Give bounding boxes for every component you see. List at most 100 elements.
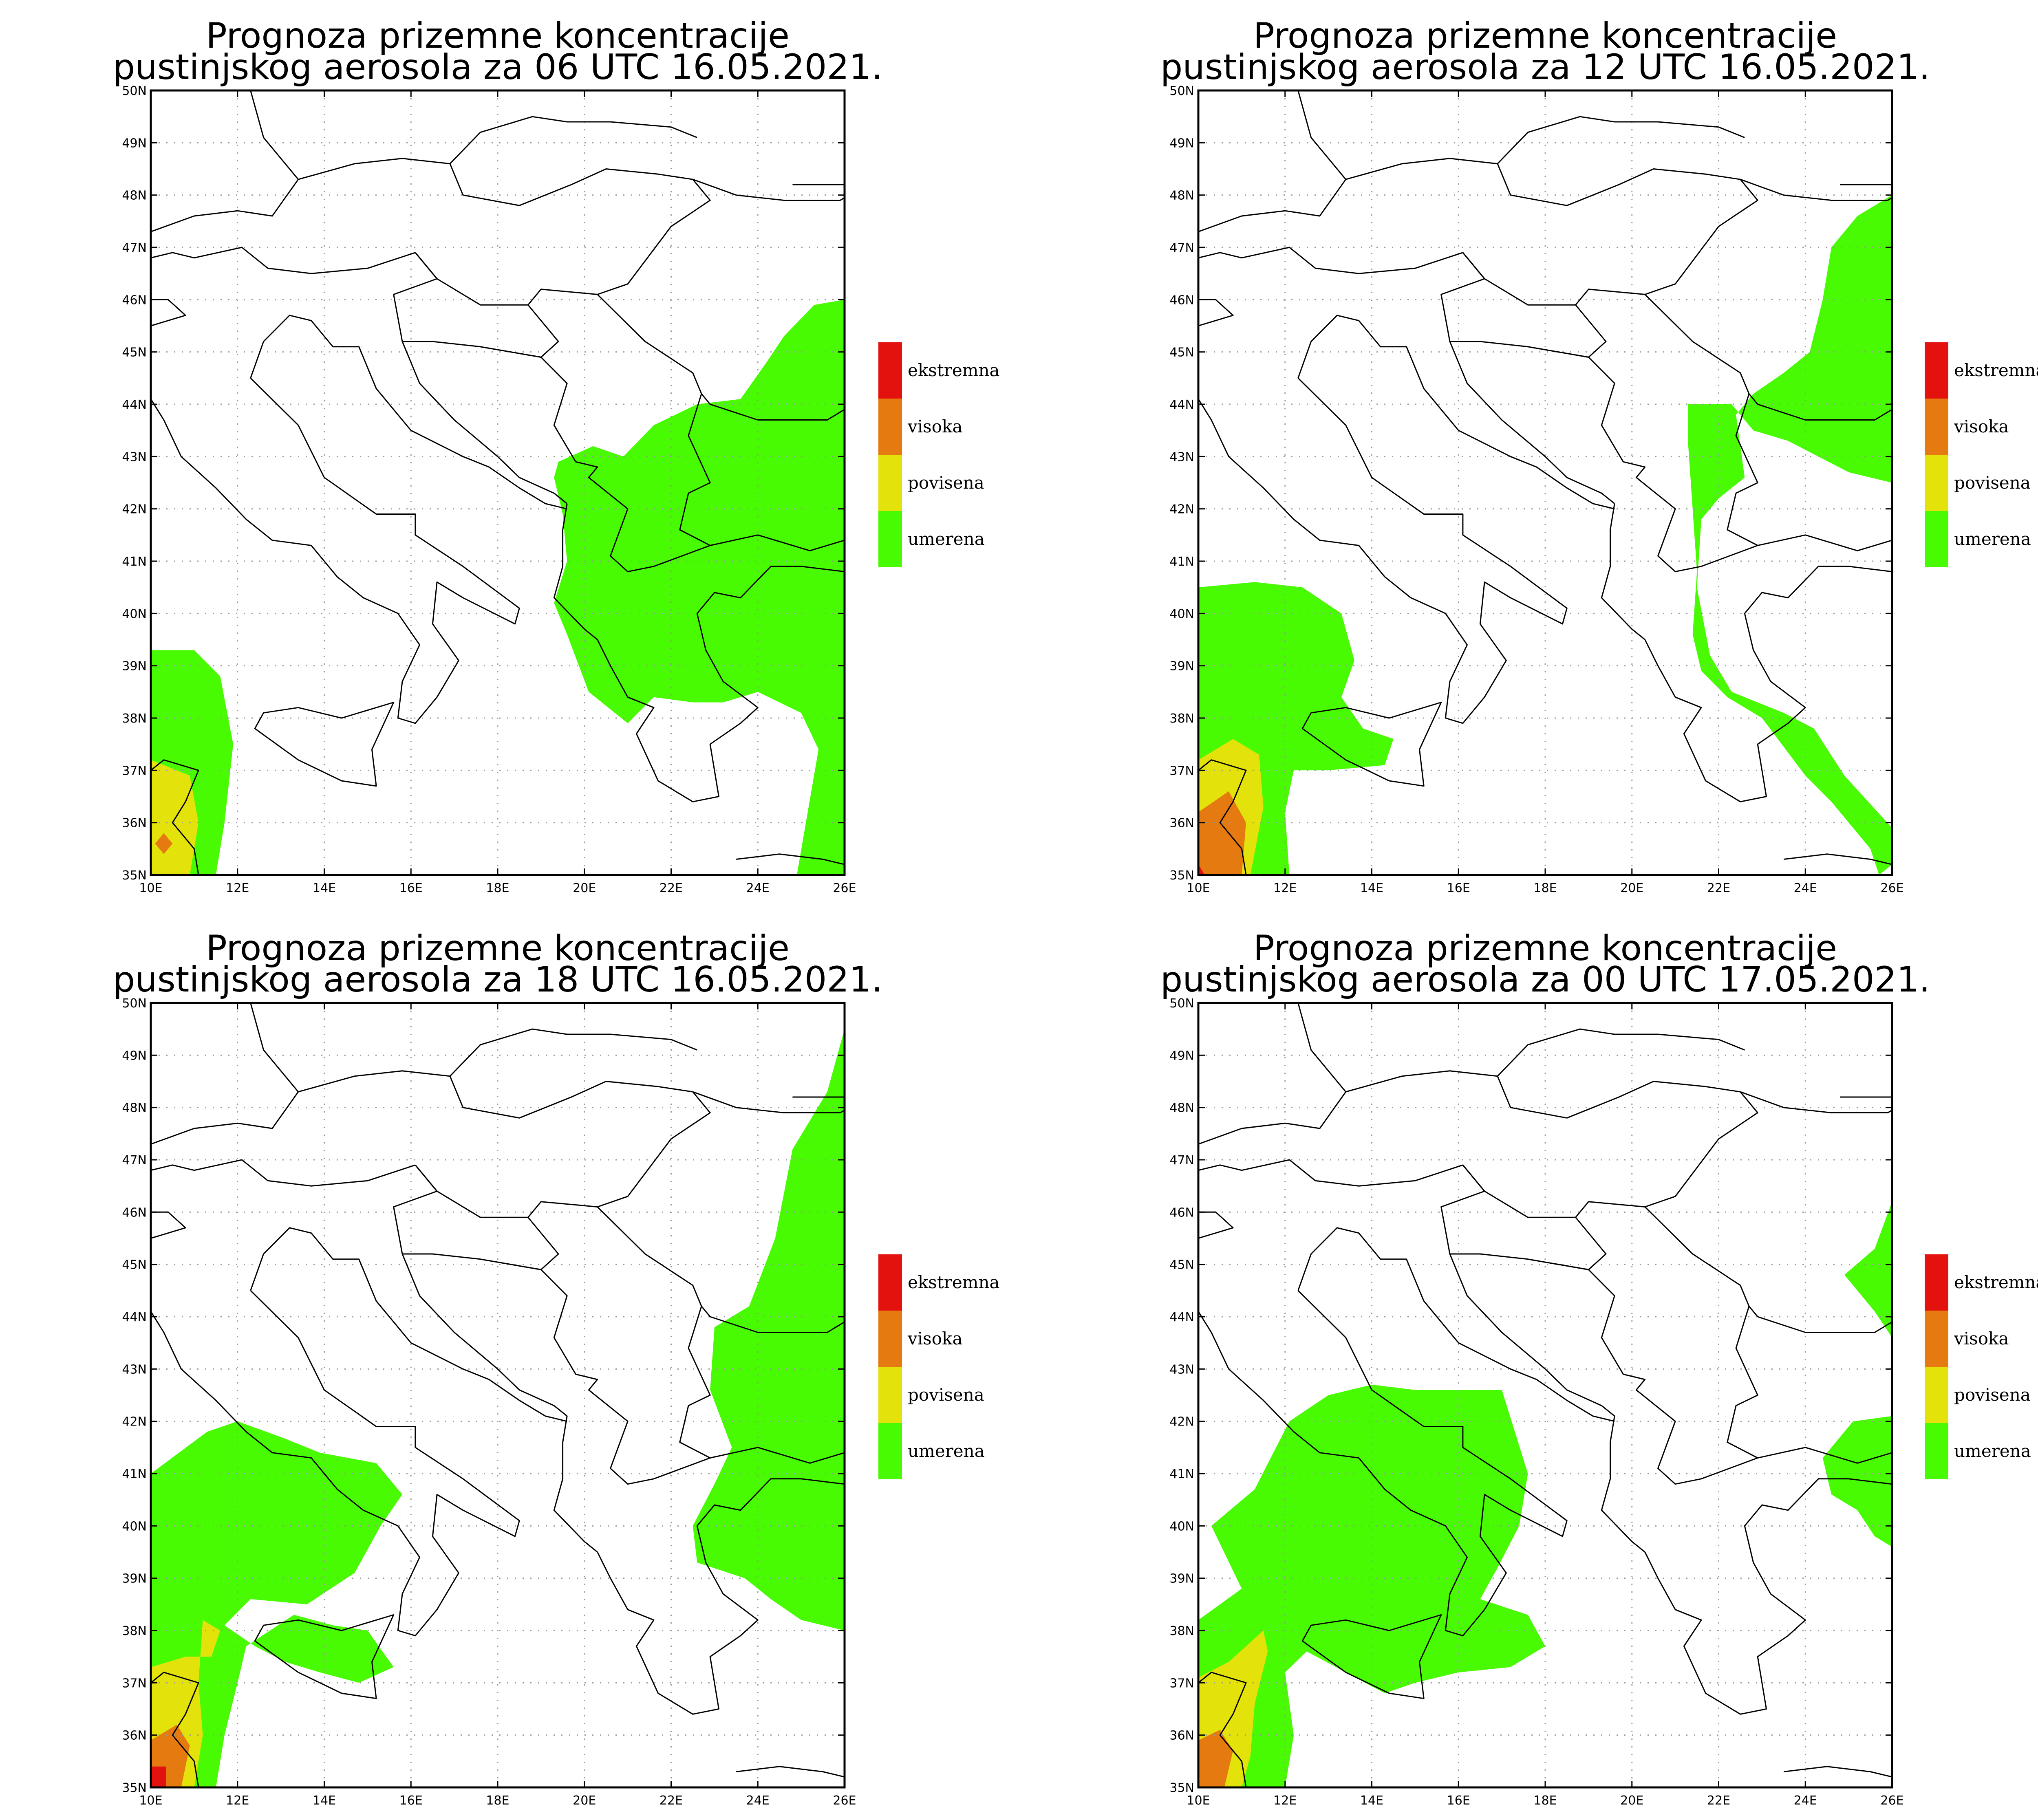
lon-tick-label: 14E xyxy=(1360,1794,1383,1808)
lat-tick-label: 50N xyxy=(1169,996,1194,1011)
lat-tick-label: 38N xyxy=(1169,1624,1194,1638)
lat-tick-label: 36N xyxy=(122,816,147,831)
lat-tick-label: 43N xyxy=(122,450,147,464)
coastline-border xyxy=(1297,315,1615,510)
lon-tick-label: 20E xyxy=(573,881,596,895)
coastline-border xyxy=(597,1478,845,1715)
lon-tick-label: 10E xyxy=(1187,1794,1210,1808)
coastline-border xyxy=(1198,299,1234,326)
coastline-border xyxy=(1644,1478,1892,1715)
lat-tick-label: 49N xyxy=(1169,136,1194,150)
legend-swatch-umerena xyxy=(878,1423,902,1479)
map-area xyxy=(1198,90,1892,875)
legend-label-ekstremna: ekstremna xyxy=(1954,1272,2038,1292)
lat-tick-label: 36N xyxy=(1169,816,1194,831)
coastline-border xyxy=(1198,1290,1568,1637)
coastline-border xyxy=(553,1416,598,1553)
panel-title-line1: Prognoza prizemne koncentracije xyxy=(206,928,790,969)
coastline-border xyxy=(1198,377,1568,724)
lat-tick-label: 40N xyxy=(1169,607,1194,621)
legend-swatch-povisena xyxy=(878,455,902,511)
coastline-border xyxy=(1644,294,1892,551)
coastline-border xyxy=(1301,1614,1442,1699)
concentration-region-umerena xyxy=(1844,1201,1892,1338)
coastline-border xyxy=(597,294,845,551)
lat-tick-label: 45N xyxy=(122,1258,147,1272)
lat-tick-label: 41N xyxy=(1169,1467,1194,1481)
lat-tick-label: 47N xyxy=(122,241,147,255)
lat-tick-label: 48N xyxy=(1169,1101,1194,1115)
lon-tick-label: 26E xyxy=(1880,881,1903,895)
map-area xyxy=(151,90,845,875)
coastline-border xyxy=(701,1306,711,1317)
map-panel-3: Prognoza prizemne koncentracijepustinjsk… xyxy=(113,928,1000,1808)
coastline-border xyxy=(736,853,845,865)
coastline-border xyxy=(151,377,520,724)
lat-tick-label: 41N xyxy=(1169,555,1194,569)
coastline-border xyxy=(151,1672,199,1787)
legend-label-ekstremna: ekstremna xyxy=(908,1272,1000,1292)
lon-tick-label: 22E xyxy=(659,1794,683,1808)
legend-swatch-ekstremna xyxy=(878,1254,902,1311)
legend-label-povisena: povisena xyxy=(1954,473,2031,493)
lat-tick-label: 42N xyxy=(1169,502,1194,517)
lat-tick-label: 39N xyxy=(1169,1572,1194,1586)
coastline-border xyxy=(693,1091,845,1113)
concentration-region-visoka xyxy=(1198,791,1246,875)
lat-tick-label: 39N xyxy=(122,1572,147,1586)
legend-label-umerena: umerena xyxy=(1954,529,2031,549)
coastline-border xyxy=(1783,853,1892,865)
legend-label-umerena: umerena xyxy=(908,1441,985,1461)
lat-tick-label: 44N xyxy=(122,398,147,412)
legend-label-povisena: povisena xyxy=(908,473,984,493)
coastline-border xyxy=(1528,1258,1589,1270)
lat-tick-label: 36N xyxy=(1169,1729,1194,1743)
legend-label-povisena: povisena xyxy=(908,1385,984,1405)
legend-label-povisena: povisena xyxy=(1954,1385,2031,1405)
concentration-region-visoka xyxy=(155,833,173,854)
panel-title-line1: Prognoza prizemne koncentracije xyxy=(206,15,790,56)
legend-label-umerena: umerena xyxy=(908,529,985,549)
map-panel-2: Prognoza prizemne koncentracijepustinjsk… xyxy=(1160,15,2038,895)
coastline-border xyxy=(250,90,299,180)
lat-tick-label: 46N xyxy=(122,1205,147,1220)
coastline-border xyxy=(1601,1416,1645,1553)
lat-tick-label: 39N xyxy=(1169,659,1194,674)
lat-tick-label: 38N xyxy=(122,1624,147,1638)
lon-tick-label: 10E xyxy=(1187,881,1210,895)
coastline-border xyxy=(254,1614,395,1699)
legend-swatch-ekstremna xyxy=(878,342,902,399)
lat-tick-label: 38N xyxy=(122,712,147,726)
lat-tick-label: 47N xyxy=(122,1153,147,1168)
coastline-border xyxy=(1757,1316,1892,1333)
lat-tick-label: 40N xyxy=(1169,1519,1194,1534)
concentration-region-umerena xyxy=(1822,1416,1892,1547)
lat-tick-label: 42N xyxy=(122,1415,147,1429)
legend-swatch-povisena xyxy=(878,1367,902,1423)
coastline-border xyxy=(254,702,395,787)
lat-tick-label: 40N xyxy=(122,1519,147,1534)
lat-tick-label: 35N xyxy=(122,1781,147,1795)
lat-tick-label: 42N xyxy=(1169,1415,1194,1429)
coastline-border xyxy=(250,315,567,510)
legend-label-umerena: umerena xyxy=(1954,1441,2031,1461)
lon-tick-label: 14E xyxy=(313,1794,336,1808)
legend-swatch-umerena xyxy=(1925,1423,1948,1479)
lat-tick-label: 45N xyxy=(1169,1258,1194,1272)
legend-label-ekstremna: ekstremna xyxy=(1954,360,2038,380)
coastline-border xyxy=(1449,341,1615,504)
lon-tick-label: 24E xyxy=(746,1794,770,1808)
coastline-border xyxy=(151,1159,416,1187)
concentration-region-umerena xyxy=(1198,1384,1545,1787)
lat-tick-label: 40N xyxy=(122,607,147,621)
legend-label-visoka: visoka xyxy=(907,1329,963,1348)
coastline-border xyxy=(1449,1254,1615,1417)
legend-swatch-ekstremna xyxy=(1925,342,1948,399)
coastline-border xyxy=(151,1290,520,1637)
coastline-border xyxy=(1644,1206,1892,1464)
lat-tick-label: 44N xyxy=(122,1310,147,1324)
coastline-border xyxy=(1783,1766,1892,1778)
coastline-border xyxy=(1748,1306,1758,1317)
lon-tick-label: 18E xyxy=(486,1794,509,1808)
panel-title-line2: pustinjskog aerosola za 12 UTC 16.05.202… xyxy=(1160,47,1930,88)
